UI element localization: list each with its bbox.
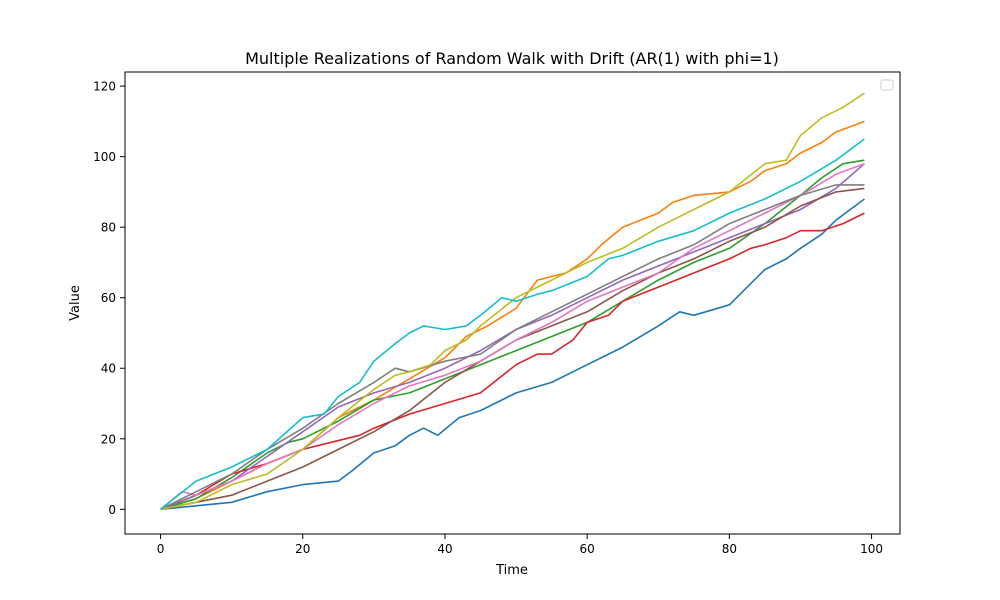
chart-title: Multiple Realizations of Random Walk wit… <box>245 49 779 68</box>
x-tick-label: 60 <box>580 542 595 556</box>
y-tick-label: 20 <box>101 432 116 446</box>
legend-box <box>880 79 894 91</box>
series-layer <box>160 92 865 511</box>
y-tick-label: 120 <box>93 80 116 94</box>
x-tick-label: 40 <box>437 542 452 556</box>
series-line-10 <box>160 138 865 510</box>
y-tick-label: 0 <box>108 503 116 517</box>
series-line-1 <box>160 198 865 511</box>
y-tick-label: 80 <box>101 221 116 235</box>
x-tick-label: 0 <box>157 542 165 556</box>
series-line-8 <box>160 184 865 511</box>
x-tick-label: 100 <box>860 542 883 556</box>
y-tick-label: 100 <box>93 150 116 164</box>
axis-layer: 0 20 40 60 80 100 0 20 40 60 80 100 120 <box>93 80 883 556</box>
plot-frame <box>124 71 901 535</box>
series-line-4 <box>160 212 865 511</box>
x-tick-label: 20 <box>295 542 310 556</box>
y-axis-label: Value <box>68 285 83 321</box>
y-tick-label: 40 <box>101 362 116 376</box>
x-axis-label: Time <box>495 563 528 578</box>
y-tick-label: 60 <box>101 291 116 305</box>
series-line-7 <box>160 162 865 510</box>
x-tick-label: 80 <box>722 542 737 556</box>
series-line-9 <box>160 92 865 511</box>
